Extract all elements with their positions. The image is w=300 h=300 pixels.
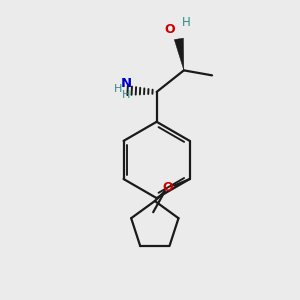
Text: N: N	[121, 77, 132, 90]
Text: H: H	[122, 90, 130, 100]
Text: H: H	[114, 84, 123, 94]
Text: O: O	[164, 23, 175, 36]
Polygon shape	[174, 38, 184, 70]
Text: O: O	[163, 181, 173, 194]
Text: H: H	[182, 16, 190, 29]
